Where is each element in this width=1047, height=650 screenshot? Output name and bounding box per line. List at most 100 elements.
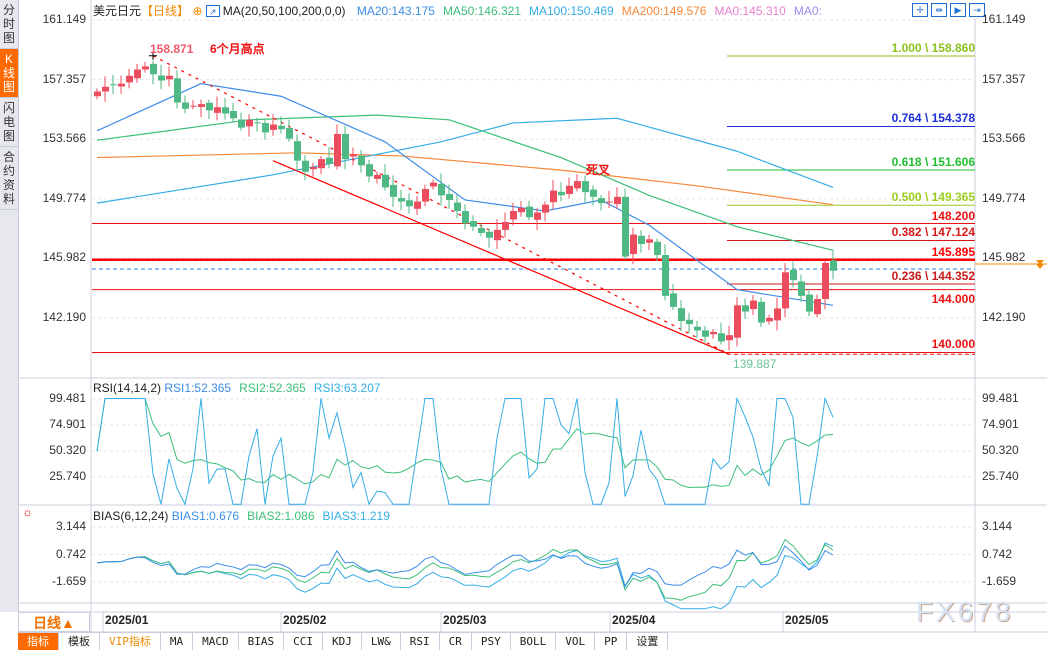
- add-icon[interactable]: ⊕: [192, 4, 203, 18]
- bias-axis-label: -1.659: [51, 573, 86, 588]
- ma-legend-2: MA100:150.469: [529, 4, 614, 18]
- ma-legend-4: MA0:145.310: [714, 4, 786, 18]
- candle-down: [174, 78, 181, 103]
- candle-down: [286, 127, 293, 139]
- candle-down: [486, 231, 493, 238]
- candle-down: [670, 293, 677, 307]
- ma-legend-3: MA200:149.576: [621, 4, 707, 18]
- settings-sun-icon[interactable]: ☼: [22, 505, 33, 519]
- candle-down: [302, 160, 309, 172]
- death-cross-annotation: 死叉: [586, 163, 611, 177]
- period-button[interactable]: 日线▲: [18, 612, 90, 632]
- date-axis-label: 2025/03: [443, 613, 487, 627]
- candle-down: [390, 184, 397, 197]
- candle-down: [694, 326, 701, 331]
- rsi3-line: [96, 396, 834, 506]
- candle-up: [782, 272, 789, 309]
- bias1-line: [96, 545, 834, 588]
- level-label: 144.000: [931, 291, 975, 306]
- candle-up: [502, 221, 509, 230]
- price-axis-label: 157.357: [42, 71, 86, 86]
- price-axis-label: 149.774: [42, 190, 86, 205]
- candle-up: [214, 107, 221, 113]
- candle-down: [582, 181, 589, 193]
- candle-down: [806, 294, 813, 312]
- indicator-tab-9[interactable]: RSI: [401, 633, 440, 650]
- rsi1-line: [96, 397, 834, 489]
- candle-up: [198, 104, 205, 107]
- indicator-tab-8[interactable]: LW&: [362, 633, 401, 650]
- indicator-tab-0[interactable]: 指标: [18, 633, 59, 650]
- price-axis-label: 161.149: [42, 12, 86, 26]
- play-icon[interactable]: ▶: [950, 3, 966, 17]
- candle-down: [150, 63, 157, 75]
- rsi-axis-label: 74.901: [49, 417, 86, 431]
- tab-flash-chart[interactable]: 闪电图: [0, 98, 18, 147]
- ma20-line: [96, 83, 834, 306]
- indicator-tab-5[interactable]: BIAS: [239, 633, 285, 650]
- candle-up: [766, 317, 773, 322]
- tab-contract-info[interactable]: 合约资料: [0, 147, 18, 210]
- high-annotation: 6个月高点: [210, 42, 265, 56]
- exit-icon[interactable]: ⇥: [969, 3, 985, 17]
- sidebar: 分时图 K线图 闪电图 合约资料: [0, 0, 19, 612]
- price-axis-label-right: 161.149: [982, 12, 1026, 26]
- tab-time-chart[interactable]: 分时图: [0, 0, 18, 49]
- candle-down: [686, 319, 693, 325]
- candle-down: [718, 333, 725, 342]
- fit-range-icon[interactable]: ⇹: [931, 3, 947, 17]
- candle-down: [438, 183, 445, 196]
- indicator-tab-13[interactable]: VOL: [556, 633, 596, 650]
- candle-down: [206, 102, 213, 111]
- candle-down: [558, 191, 565, 196]
- candle-up: [270, 124, 277, 130]
- indicator-tab-15[interactable]: 设置: [627, 633, 669, 650]
- candle-down: [182, 102, 189, 109]
- indicator-tab-12[interactable]: BOLL: [511, 633, 557, 650]
- indicator-tab-1[interactable]: 模板: [59, 633, 100, 650]
- indicator-tab-3[interactable]: MA: [161, 633, 194, 650]
- rsi-axis-label: 99.481: [49, 391, 86, 405]
- indicator-tab-6[interactable]: CCI: [284, 633, 323, 650]
- price-axis-label-right: 142.190: [982, 310, 1026, 325]
- level-label: 145.895: [931, 244, 975, 259]
- indicator-tab-2[interactable]: VIP指标: [100, 633, 161, 650]
- candle-down: [222, 107, 229, 114]
- date-axis-label: 2025/04: [612, 613, 656, 627]
- candle-up: [550, 190, 557, 203]
- level-label: 0.236 \ 144.352: [891, 269, 975, 284]
- bias-legend-1: BIAS2:1.086: [247, 509, 315, 523]
- candle-down: [278, 125, 285, 130]
- tab-kline-chart[interactable]: K线图: [0, 49, 18, 98]
- candle-up: [566, 185, 573, 195]
- candle-up: [422, 188, 429, 202]
- candle-down: [326, 157, 333, 164]
- ma50-line: [96, 114, 834, 251]
- indicator-tab-7[interactable]: KDJ: [323, 633, 362, 650]
- level-label: 0.764 \ 154.378: [891, 111, 975, 126]
- candle-down: [398, 198, 405, 202]
- candle-down: [526, 206, 533, 218]
- ma-legend-1: MA50:146.321: [442, 4, 521, 18]
- indicator-tab-4[interactable]: MACD: [193, 633, 239, 650]
- candle-up: [246, 119, 253, 127]
- candle-down: [358, 155, 365, 166]
- bias3-line: [96, 542, 834, 610]
- candle-up: [430, 182, 437, 187]
- crosshair-icon[interactable]: ✛: [912, 3, 928, 17]
- bias2-line: [96, 538, 834, 601]
- candle-down: [622, 196, 629, 257]
- indicator-tab-10[interactable]: CR: [440, 633, 472, 650]
- candle-down: [382, 174, 389, 188]
- indicator-chart-icon[interactable]: ↗: [205, 5, 220, 17]
- indicator-tab-14[interactable]: PP: [595, 633, 628, 650]
- bias-legend-0: BIAS1:0.676: [171, 509, 240, 523]
- candle-up: [726, 335, 733, 341]
- rsi-axis-label-right: 74.901: [982, 417, 1019, 431]
- candle-up: [414, 201, 421, 209]
- indicator-tab-11[interactable]: PSY: [472, 633, 511, 650]
- current-price-marker-icon: [1036, 259, 1044, 269]
- candle-up: [94, 91, 101, 97]
- price-axis-label: 145.982: [42, 250, 86, 265]
